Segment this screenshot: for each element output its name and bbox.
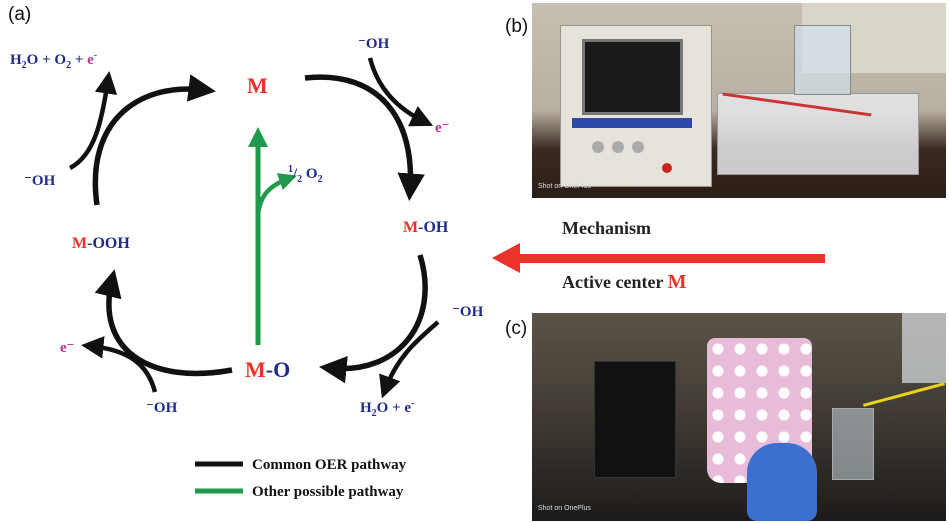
species-m: M (247, 73, 268, 98)
label-e-left: e⁻ (60, 340, 75, 356)
panel-label-a: (a) (8, 4, 32, 25)
legend-other-label: Other possible pathway (252, 484, 404, 500)
panel-label-b: (b) (505, 16, 529, 37)
mechanism-arrow: Mechanism Active center M (492, 218, 825, 293)
power-supply-screen (582, 39, 683, 115)
label-oh-top: ⁻OH (358, 36, 390, 52)
label-half-o2: 1/2 O2 (288, 164, 323, 185)
branch-oh-right (379, 320, 440, 399)
branch-oh-top (367, 57, 434, 127)
beaker (794, 25, 851, 95)
panel-label-c: (c) (505, 318, 528, 339)
mechanism-label: Mechanism (562, 218, 651, 238)
label-e-top: e⁻ (435, 120, 450, 136)
photo-c-caption: Shot on OnePlus (538, 505, 591, 512)
label-oh-right: ⁻OH (452, 304, 484, 320)
blue-glove (747, 443, 817, 521)
green-branch-o2 (255, 173, 297, 216)
species-mo: M-O (245, 357, 290, 382)
arc-mo-to-mooh (94, 269, 233, 377)
active-center-label: Active center M (562, 271, 687, 293)
oer-cycle-diagram: M ⁻OH e⁻ M-OH ⁻OH H2O + e- M-O ⁻OH e⁻ M-… (10, 36, 484, 500)
label-h2o-e-right: H2O + e- (360, 398, 414, 419)
arc-moh-to-mo (319, 254, 428, 384)
species-moh: M-OH (403, 219, 449, 236)
label-oh-left: ⁻OH (24, 173, 56, 189)
beaker-c (832, 408, 874, 480)
battery (594, 361, 676, 478)
photo-b-caption: Shot on OnePlus (538, 183, 591, 190)
label-oh-bottom: ⁻OH (146, 400, 178, 416)
label-products-top-left: H2O + O2 + e- (10, 50, 97, 71)
arc-mooh-to-m (92, 74, 216, 206)
legend-common-label: Common OER pathway (252, 457, 407, 473)
photo-b-power-supply-setup: Shot on OnePlus (532, 3, 946, 198)
branch-oh-left (68, 71, 118, 170)
arc-m-to-moh (304, 74, 425, 201)
branch-oh-bottom (81, 336, 158, 393)
species-mooh: M-OOH (72, 235, 130, 252)
photo-c-battery-setup: Shot on OnePlus (532, 313, 946, 521)
